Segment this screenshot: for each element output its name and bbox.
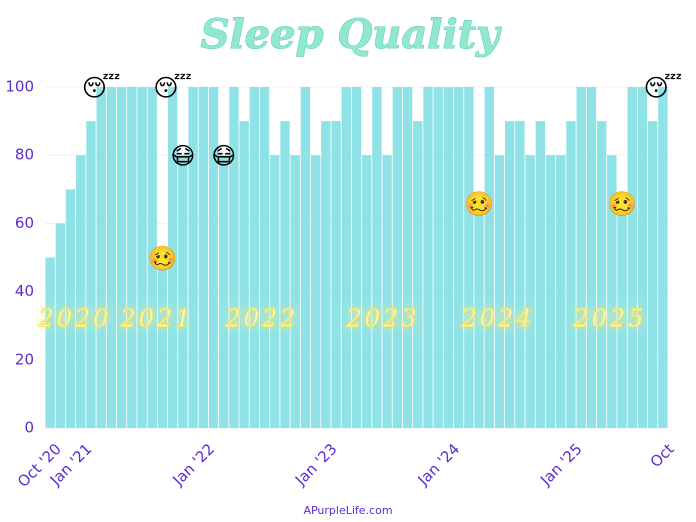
bar [310, 155, 321, 428]
marker-emoji: 😴 [644, 73, 683, 102]
bar [188, 87, 198, 428]
marker-emoji: 😴 [153, 73, 192, 102]
bar [586, 87, 597, 428]
y-tick-label: 80 [15, 146, 34, 164]
bar [351, 87, 362, 428]
bar [617, 202, 627, 428]
year-label: 2021 [119, 305, 193, 333]
x-tick-label: Jan '24 [414, 440, 464, 490]
bar [545, 155, 556, 428]
bar [658, 87, 668, 428]
bar [65, 189, 76, 428]
bar [535, 121, 546, 428]
marker-emoji: 🥴 [148, 245, 178, 273]
bar [433, 87, 443, 428]
bar [341, 87, 351, 428]
y-tick-label: 0 [24, 419, 34, 437]
x-tick-label: Jan '22 [168, 440, 218, 490]
bar [607, 155, 617, 428]
bar [627, 87, 637, 428]
year-label: 2024 [460, 305, 534, 333]
bar [127, 87, 137, 428]
bar [229, 87, 239, 428]
bar [443, 87, 454, 428]
x-tick-label: Jan '25 [536, 440, 586, 490]
bar [96, 87, 106, 428]
bar [515, 121, 525, 428]
bar [45, 257, 55, 428]
bar [474, 202, 484, 428]
x-tick-label: Jan '23 [291, 440, 341, 490]
bar [525, 155, 535, 428]
marker-emoji: 🥴 [464, 190, 494, 218]
marker-emoji: 🥴 [607, 190, 637, 218]
bar [331, 121, 341, 428]
bar [637, 87, 648, 428]
bar [76, 155, 86, 428]
bar [494, 155, 505, 428]
bar [198, 87, 209, 428]
bar [270, 155, 280, 428]
bar [566, 121, 576, 428]
bar [249, 87, 260, 428]
bar [556, 155, 566, 428]
bar [239, 121, 249, 428]
year-label: 2025 [572, 305, 646, 333]
y-tick-label: 100 [5, 78, 34, 96]
y-tick-label: 20 [15, 350, 34, 368]
bar [290, 155, 300, 428]
bar [157, 257, 168, 428]
bar [147, 87, 157, 428]
y-tick-label: 40 [15, 282, 34, 300]
footer: APurpleLife.com [303, 504, 392, 517]
bar [137, 87, 147, 428]
bar [453, 87, 464, 428]
bar [86, 121, 96, 428]
bar [259, 87, 270, 428]
marker-emoji: 😷 [170, 142, 195, 170]
bar [647, 121, 658, 428]
chart-title: Sleep Quality [201, 11, 503, 58]
bar [402, 87, 413, 428]
bar [167, 87, 178, 428]
bar [392, 87, 403, 428]
bar [484, 87, 494, 428]
bar [362, 155, 372, 428]
bar [116, 87, 127, 428]
y-tick-label: 60 [15, 214, 34, 232]
marker-emoji: 😴 [82, 73, 121, 102]
bar [504, 121, 515, 428]
year-label: 2023 [345, 305, 419, 333]
bar [280, 121, 290, 428]
bar [464, 87, 474, 428]
bar [55, 223, 66, 428]
bar [106, 87, 117, 428]
x-tick-label: Oct [647, 440, 678, 471]
bar [423, 87, 433, 428]
bar [596, 121, 607, 428]
year-label: 2022 [224, 305, 298, 333]
bar [208, 87, 219, 428]
bar [300, 87, 311, 428]
bar [219, 155, 229, 428]
bar [372, 87, 382, 428]
bar [321, 121, 331, 428]
bar [576, 87, 586, 428]
year-label: 2020 [37, 305, 111, 333]
marker-emoji: 😷 [211, 142, 236, 170]
bar [382, 155, 392, 428]
bar [178, 155, 188, 428]
bar [413, 121, 423, 428]
